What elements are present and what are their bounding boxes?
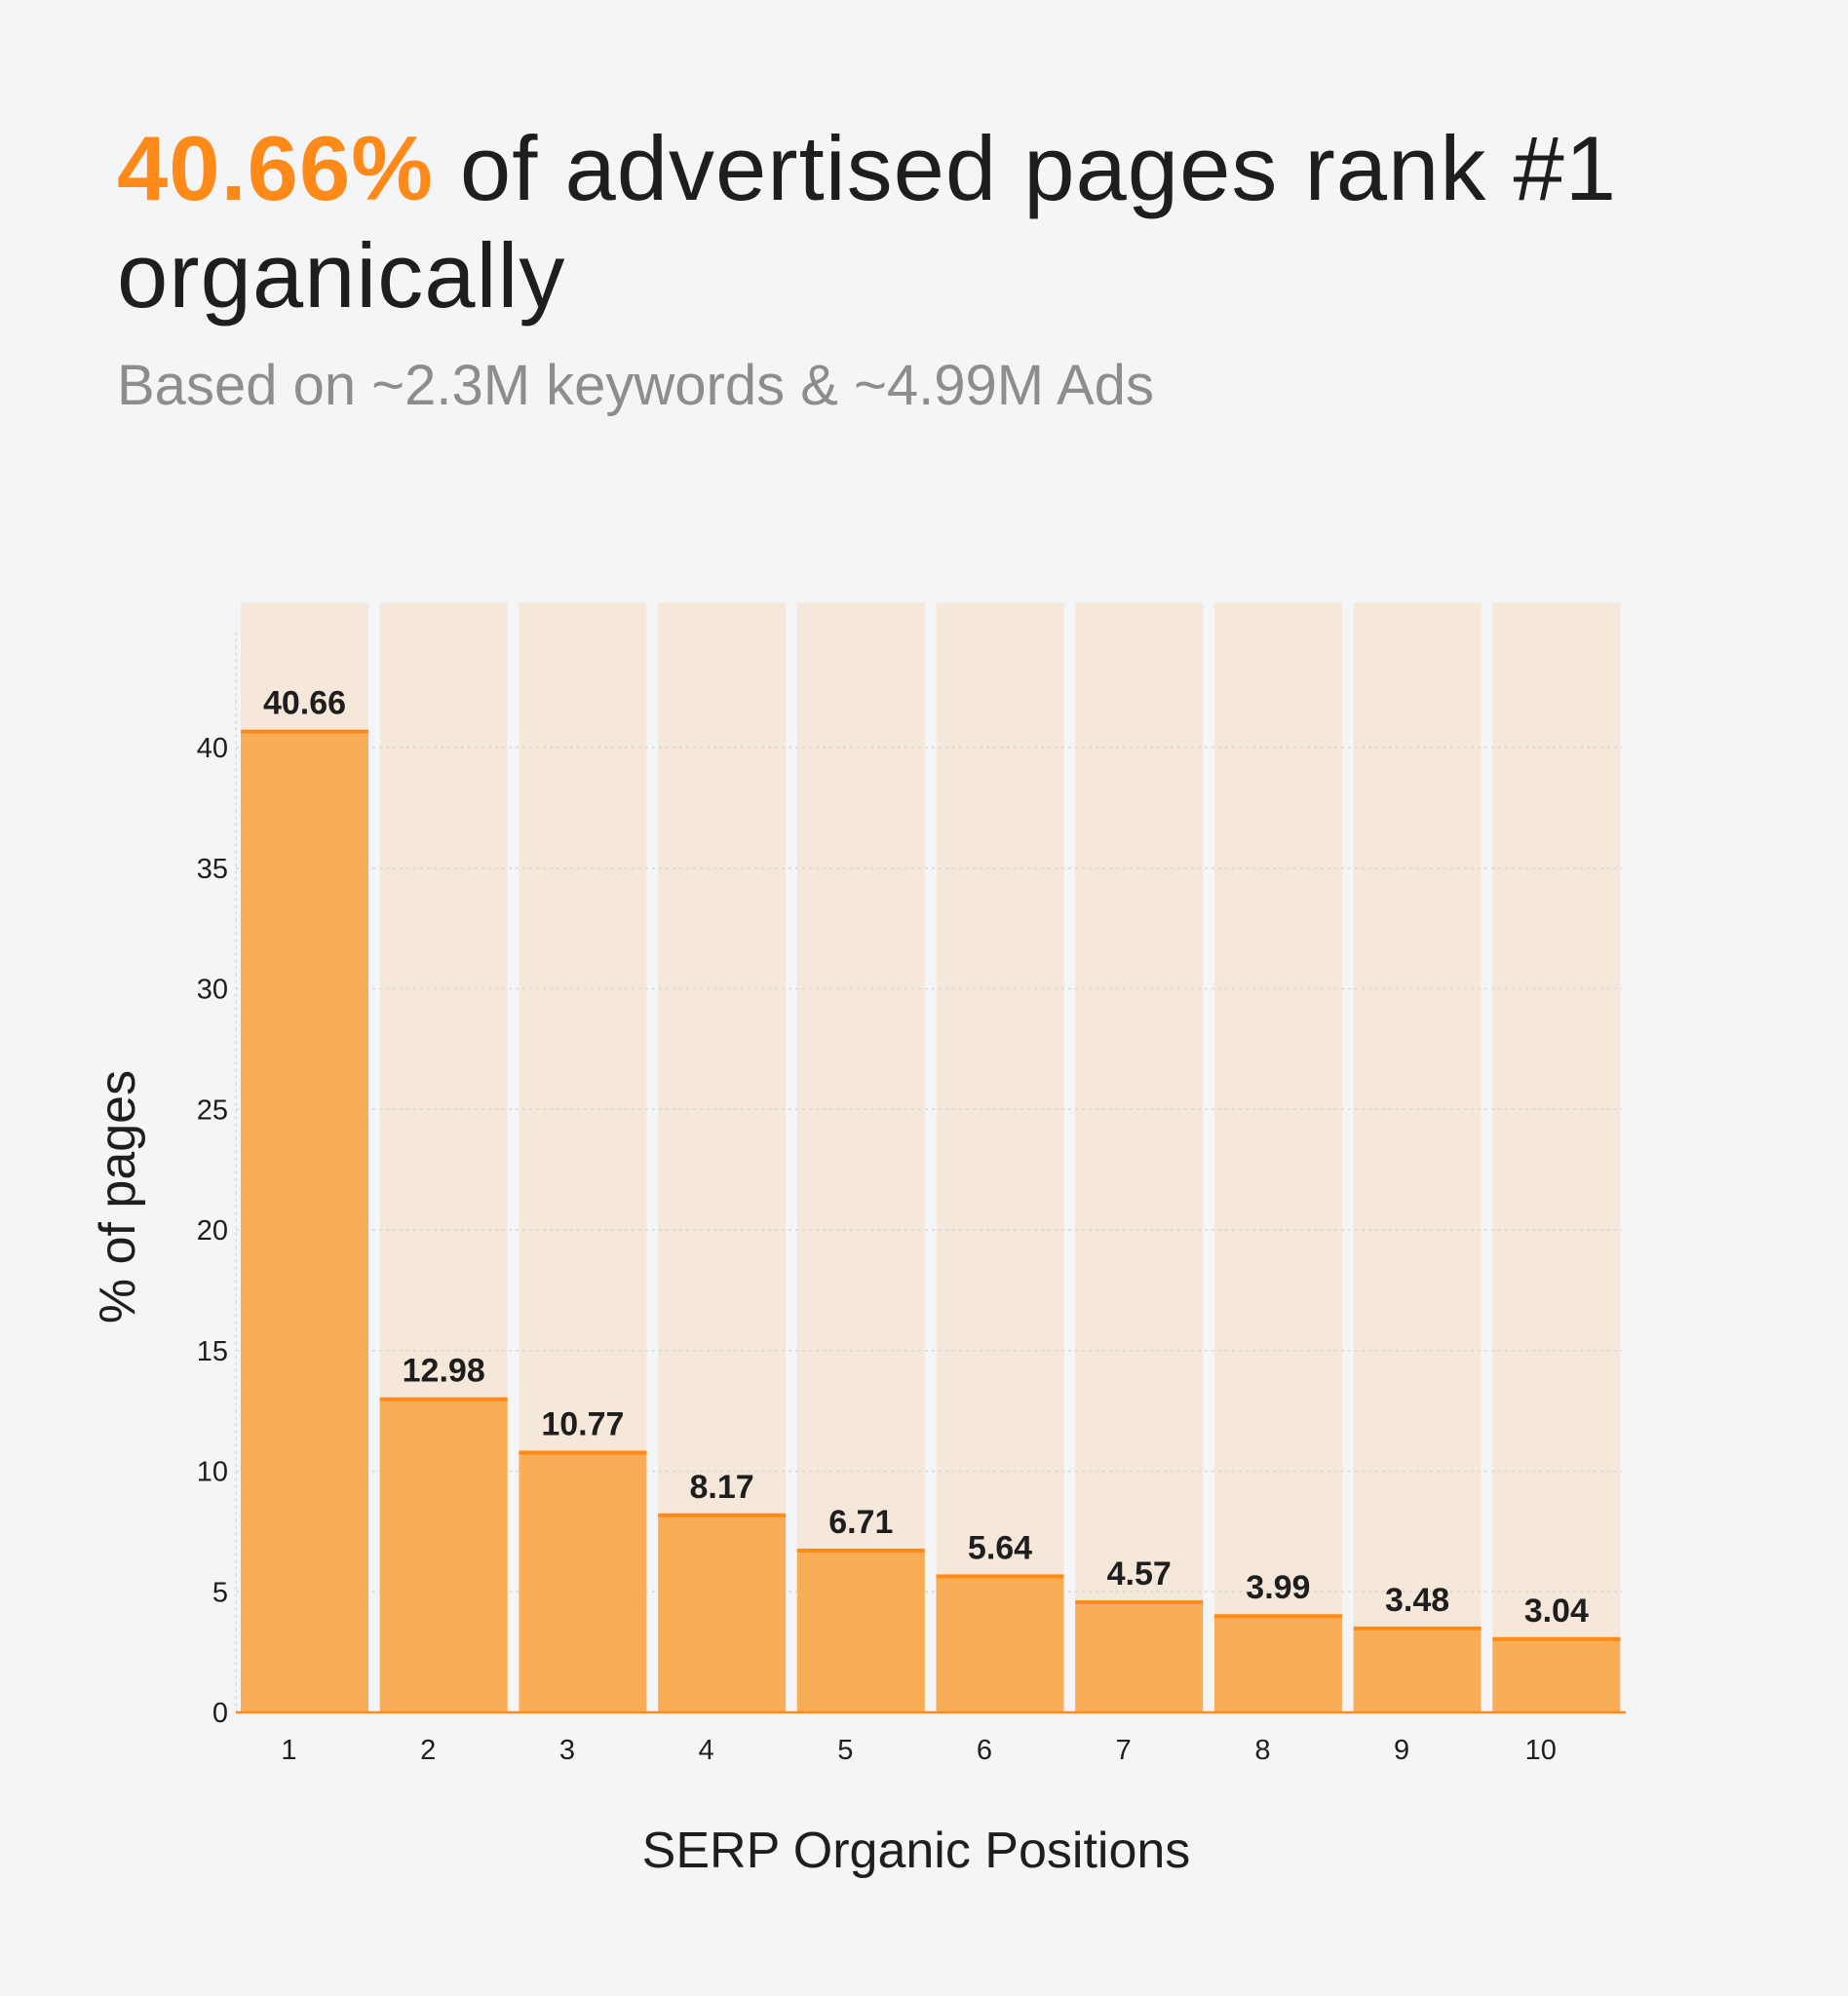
- bar: [1075, 1601, 1204, 1712]
- bar: [796, 1550, 925, 1712]
- y-tick-label: 30: [197, 975, 228, 1006]
- x-tick-label: 2: [420, 1735, 436, 1766]
- background-column: [936, 602, 1064, 1712]
- bar: [241, 731, 368, 1712]
- background-column: [1213, 602, 1342, 1712]
- x-tick-label: 5: [837, 1735, 853, 1766]
- bar-top-line: [936, 1574, 1064, 1579]
- background-column: [1353, 602, 1482, 1712]
- bar-top-line: [1213, 1614, 1342, 1619]
- x-tick-label: 8: [1254, 1735, 1270, 1766]
- value-label: 5.64: [968, 1529, 1032, 1566]
- bar-top-line: [241, 729, 368, 734]
- value-label: 8.17: [690, 1469, 754, 1506]
- bar: [1213, 1616, 1342, 1712]
- bar: [1353, 1628, 1482, 1712]
- y-tick-label: 5: [212, 1577, 228, 1608]
- x-tick-label: 3: [559, 1735, 575, 1766]
- x-tick-label: 1: [281, 1735, 296, 1766]
- value-label: 10.77: [541, 1405, 624, 1442]
- title-highlight: 40.66%: [117, 117, 434, 219]
- bar-top-line: [379, 1397, 508, 1401]
- bar-top-line: [796, 1548, 925, 1553]
- value-label: 3.04: [1524, 1593, 1589, 1630]
- y-tick-label: 25: [197, 1094, 228, 1126]
- value-label: 40.66: [263, 685, 346, 722]
- x-tick-label: 4: [699, 1735, 714, 1766]
- y-tick-label: 40: [197, 733, 228, 764]
- x-tick-label: 6: [977, 1735, 992, 1766]
- x-tick-label: 9: [1394, 1735, 1409, 1766]
- background-column: [1492, 602, 1621, 1712]
- bar-top-line: [519, 1450, 647, 1455]
- chart-subtitle: Based on ~2.3M keywords & ~4.99M Ads: [117, 354, 1154, 417]
- chart-title: 40.66% of advertised pages rank #1 organ…: [117, 115, 1676, 329]
- value-label: 4.57: [1107, 1555, 1172, 1593]
- x-tick-label: 10: [1525, 1735, 1557, 1766]
- y-axis-label: % of pages: [90, 1070, 146, 1324]
- bar: [519, 1452, 647, 1712]
- bar: [1492, 1638, 1621, 1712]
- bar: [936, 1576, 1064, 1712]
- y-tick-label: 10: [197, 1457, 228, 1488]
- y-tick-label: 20: [197, 1215, 228, 1247]
- background-column: [1075, 602, 1204, 1712]
- bar-top-line: [1353, 1626, 1482, 1631]
- title-text: of advertised pages rank #1 organically: [117, 117, 1618, 326]
- x-tick-label: 7: [1116, 1735, 1132, 1766]
- value-label: 12.98: [403, 1353, 485, 1390]
- value-label: 3.99: [1246, 1569, 1310, 1606]
- background-column: [796, 602, 925, 1712]
- bar: [379, 1399, 508, 1712]
- bar-top-line: [1075, 1599, 1204, 1604]
- y-tick-label: 0: [212, 1698, 228, 1729]
- bar-top-line: [658, 1513, 787, 1517]
- bar-top-line: [1492, 1636, 1621, 1641]
- y-tick-label: 35: [197, 854, 228, 885]
- value-label: 6.71: [828, 1504, 893, 1541]
- y-tick-label: 15: [197, 1336, 228, 1367]
- bar: [658, 1515, 787, 1712]
- value-label: 3.48: [1385, 1582, 1449, 1619]
- x-axis-label: SERP Organic Positions: [642, 1823, 1191, 1879]
